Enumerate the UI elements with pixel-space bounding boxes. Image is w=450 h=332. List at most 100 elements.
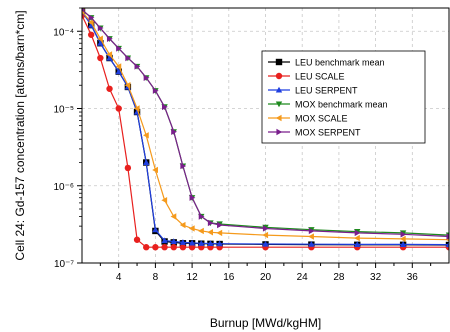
- data-point: [143, 132, 149, 139]
- data-point: [188, 225, 195, 232]
- data-point: [152, 166, 158, 174]
- data-point: [180, 162, 187, 170]
- data-point: [446, 233, 449, 240]
- legend-label: LEU benchmark mean: [295, 58, 385, 68]
- series-mox-serpent: [82, 8, 449, 240]
- series-group: [82, 8, 449, 251]
- data-point: [152, 244, 159, 251]
- data-point: [161, 244, 168, 251]
- data-point: [354, 241, 361, 247]
- y-tick-label: 10⁻⁶: [53, 182, 74, 193]
- legend-item: MOX SCALE: [268, 114, 348, 124]
- data-point: [97, 24, 104, 32]
- data-point: [262, 240, 269, 247]
- data-point: [162, 103, 168, 111]
- data-point: [115, 68, 122, 75]
- data-point: [125, 54, 132, 62]
- data-point: [133, 105, 140, 112]
- data-point: [133, 236, 141, 243]
- y-tick-label: 10⁻⁵: [53, 105, 74, 116]
- x-tick-label: 20: [260, 272, 272, 283]
- legend-item: LEU benchmark mean: [268, 58, 385, 68]
- data-point: [171, 128, 177, 135]
- y-tick-label: 10⁻⁴: [53, 27, 74, 38]
- data-point: [143, 159, 150, 166]
- data-point: [97, 54, 104, 62]
- data-point: [308, 233, 314, 240]
- data-point: [216, 240, 223, 247]
- series-mox-scale: [82, 8, 449, 243]
- data-point: [170, 238, 177, 245]
- y-tick-label: 10⁻⁷: [54, 259, 74, 270]
- data-point: [82, 8, 86, 12]
- x-tick-label: 32: [370, 272, 382, 283]
- y-axis-title: Cell 24: Gd-157 concentration [atoms/bar…: [13, 10, 27, 260]
- legend-swatch-marker: [275, 58, 283, 66]
- data-point: [179, 244, 187, 251]
- legend-swatch-marker: [276, 128, 283, 136]
- legend-swatch-marker: [275, 86, 283, 93]
- data-point: [399, 241, 407, 247]
- legend-swatch-marker: [275, 72, 283, 80]
- data-point: [207, 240, 214, 247]
- x-tick-label: 12: [187, 272, 199, 283]
- data-point: [198, 213, 205, 220]
- legend: LEU benchmark mean LEU SCALE LEU SERPENT MO…: [261, 50, 426, 144]
- x-tick-label: 4: [116, 272, 122, 283]
- data-point: [124, 164, 132, 172]
- legend-label: MOX SCALE: [295, 114, 348, 124]
- data-point: [445, 241, 449, 248]
- legend-label: MOX SERPENT: [295, 128, 361, 138]
- data-point: [87, 19, 94, 26]
- legend-item: MOX benchmark mean: [268, 100, 388, 110]
- data-point: [308, 227, 315, 235]
- x-tick-label: 8: [153, 272, 159, 283]
- data-point: [216, 229, 223, 237]
- data-point: [106, 51, 113, 58]
- data-point: [161, 197, 168, 204]
- data-point: [170, 244, 177, 251]
- data-point: [88, 14, 95, 21]
- data-point: [106, 35, 113, 42]
- legend-box: [261, 50, 426, 144]
- data-point: [106, 54, 113, 61]
- x-tick-label: 36: [407, 272, 419, 283]
- data-point: [97, 40, 104, 46]
- data-point: [262, 231, 269, 239]
- data-point: [207, 219, 214, 227]
- legend-label: LEU SERPENT: [295, 86, 358, 96]
- data-point: [143, 244, 150, 251]
- legend-label: LEU SCALE: [295, 72, 345, 82]
- data-point: [354, 229, 361, 237]
- data-point: [124, 82, 131, 89]
- data-point: [87, 31, 95, 38]
- data-point: [188, 244, 196, 251]
- data-point: [400, 231, 407, 238]
- data-point: [152, 87, 159, 94]
- data-point: [161, 237, 168, 244]
- legend-item: LEU SCALE: [268, 72, 345, 82]
- data-point: [143, 74, 150, 81]
- data-point: [445, 237, 449, 242]
- data-point: [198, 240, 205, 246]
- x-axis-title: Burnup [MWd/kgHM]: [210, 316, 321, 330]
- legend-item: LEU SERPENT: [268, 86, 358, 96]
- data-point: [207, 229, 214, 236]
- x-tick-label: 28: [333, 272, 345, 283]
- x-tick-label: 24: [297, 272, 309, 283]
- data-point: [217, 221, 223, 229]
- data-point: [115, 63, 122, 70]
- data-point: [198, 227, 204, 235]
- data-point: [134, 63, 141, 70]
- data-point: [170, 213, 177, 220]
- data-point: [262, 225, 269, 232]
- data-point: [152, 226, 159, 233]
- data-point: [179, 221, 186, 229]
- data-point: [399, 235, 406, 243]
- x-tick-label: 16: [223, 272, 235, 283]
- data-point: [115, 105, 122, 112]
- data-point: [354, 234, 360, 242]
- legend-item: MOX SERPENT: [268, 128, 361, 138]
- data-point: [97, 35, 103, 42]
